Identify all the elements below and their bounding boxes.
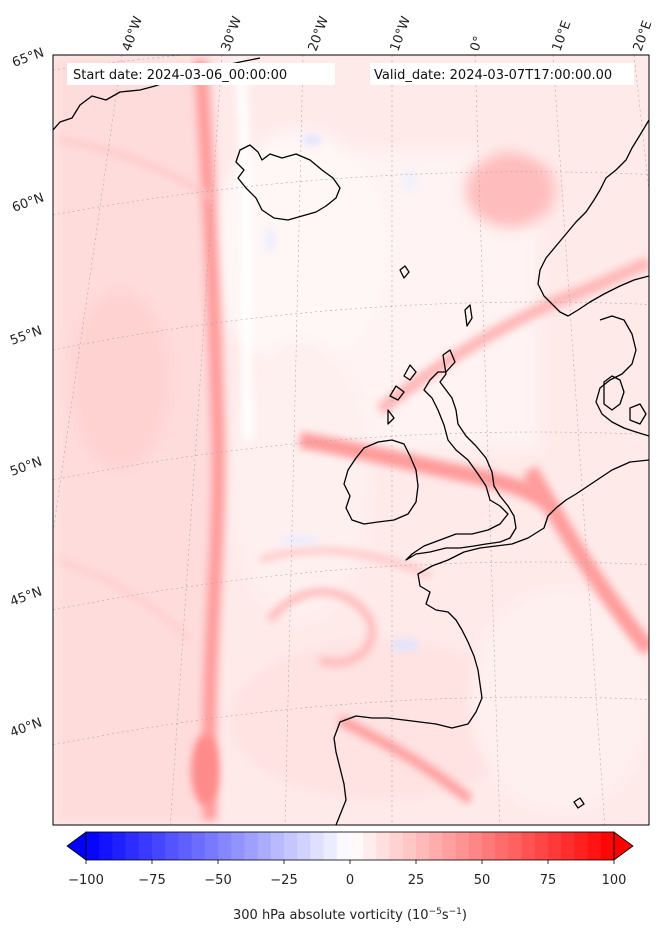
colorbar-ticks: −100 −75 −50 −25 0 25 50 75 100 xyxy=(68,860,626,888)
norway-coast xyxy=(537,119,649,317)
colorbar-tick-label: 75 xyxy=(540,873,557,888)
meridian-20w xyxy=(284,55,304,825)
colorbar-label: 300 hPa absolute vorticity (10−5s−1) xyxy=(233,907,467,923)
colorbar-swatch xyxy=(178,832,192,860)
colorbar-swatch xyxy=(455,832,470,860)
colorbar-swatch xyxy=(429,832,443,860)
colorbar-tick-label: −100 xyxy=(68,873,104,888)
colorbar-tick-label: −25 xyxy=(270,873,297,888)
colorbar-swatch xyxy=(99,832,113,860)
colorbar-tick-label: −50 xyxy=(204,873,231,888)
ireland-coast xyxy=(343,439,419,525)
colorbar-swatch xyxy=(152,832,166,860)
colorbar-extend-max-arrow xyxy=(613,831,634,861)
colorbar-tick-label: 100 xyxy=(602,873,627,888)
colorbar-swatch xyxy=(600,832,615,860)
faroe-islands xyxy=(399,265,410,279)
colorbar-swatch xyxy=(468,832,483,860)
colorbar-swatch xyxy=(257,832,272,860)
colorbar-swatch xyxy=(218,832,232,860)
sweden-coast xyxy=(595,315,649,437)
vorticity-band-west xyxy=(192,59,253,821)
colorbar-swatch xyxy=(508,832,522,860)
iceland-coast xyxy=(235,144,341,221)
colorbar-swatch xyxy=(561,832,575,860)
start-date-box xyxy=(67,63,335,85)
lon-label-10w: 10°W xyxy=(388,14,414,53)
colorbar-tick-label: 25 xyxy=(408,873,425,888)
scotland-west-isles xyxy=(387,364,417,425)
meridian-40w xyxy=(53,55,123,535)
scotland-england-coast xyxy=(405,349,517,561)
colorbar-swatch xyxy=(204,832,219,860)
colorbar-extend-min-arrow xyxy=(66,831,87,861)
latitude-labels: 65°N 60°N 55°N 50°N 45°N 40°N xyxy=(8,45,46,740)
lon-label-10e: 10°E xyxy=(550,19,575,54)
colorbar-swatch xyxy=(165,832,179,860)
coastlines xyxy=(53,57,649,825)
colorbar-swatch xyxy=(574,832,588,860)
map-frame xyxy=(52,54,650,826)
start-date-label: Start date: 2024-03-06_00:00:00 xyxy=(73,68,287,83)
colorbar-swatch xyxy=(587,832,602,860)
lat-label-45n: 45°N xyxy=(8,584,44,609)
vorticity-band-north-sea xyxy=(376,256,649,415)
colorbar-swatch xyxy=(482,832,496,860)
colorbar-swatch xyxy=(191,832,206,860)
colorbar-swatch xyxy=(231,832,245,860)
vorticity-band-uk xyxy=(298,432,649,656)
graticule xyxy=(53,55,649,825)
colorbar-swatch xyxy=(416,832,430,860)
vorticity-swirls xyxy=(59,137,474,805)
shetland-islands xyxy=(464,304,473,327)
colorbar-swatch xyxy=(376,832,390,860)
colorbar-swatches xyxy=(86,832,615,860)
colorbar-swatch xyxy=(363,832,377,860)
colorbar-swatch xyxy=(86,832,100,860)
colorbar-swatch xyxy=(495,832,509,860)
colorbar-swatch xyxy=(244,832,258,860)
europe-mainland-coast xyxy=(333,459,649,825)
mallorca-coast xyxy=(573,797,585,809)
lon-label-0: 0° xyxy=(468,34,487,53)
denmark-coast xyxy=(603,375,647,425)
lat-label-55n: 55°N xyxy=(8,323,44,348)
lon-label-20w: 20°W xyxy=(306,14,332,53)
longitude-labels: 40°W 30°W 20°W 10°W 0° 10°E 20°E xyxy=(120,14,656,53)
colorbar-swatch xyxy=(270,832,285,860)
colorbar-swatch xyxy=(297,832,311,860)
colorbar-swatch xyxy=(284,832,298,860)
negative-vorticity-patches xyxy=(265,135,419,651)
lon-label-30w: 30°W xyxy=(219,14,245,53)
colorbar-tick-label: 0 xyxy=(346,873,354,888)
lon-label-20e: 20°E xyxy=(631,19,656,54)
meridian-0 xyxy=(474,55,501,825)
lat-label-60n: 60°N xyxy=(10,190,46,215)
lat-label-40n: 40°N xyxy=(8,715,44,740)
colorbar-swatch xyxy=(138,832,153,860)
colorbar-swatch xyxy=(534,832,549,860)
valid-date-box xyxy=(370,63,634,85)
colorbar-tick-label: −75 xyxy=(138,873,165,888)
colorbar-swatch xyxy=(310,832,324,860)
colorbar-swatch xyxy=(112,832,126,860)
colorbar-swatch xyxy=(323,832,338,860)
colorbar-swatch xyxy=(402,832,417,860)
colorbar-swatch xyxy=(389,832,404,860)
map-panel: Start date: 2024-03-06_00:00:00 Valid_da… xyxy=(52,54,650,826)
colorbar-swatch xyxy=(521,832,536,860)
colorbar-swatch xyxy=(125,832,140,860)
colorbar-swatch xyxy=(350,832,364,860)
valid-date-label: Valid_date: 2024-03-07T17:00:00.00 xyxy=(374,68,612,83)
lat-label-50n: 50°N xyxy=(8,454,44,479)
lon-label-40w: 40°W xyxy=(120,14,146,53)
vorticity-field xyxy=(53,55,649,825)
lat-label-65n: 65°N xyxy=(10,45,46,70)
colorbar-swatch xyxy=(442,832,456,860)
colorbar-swatch xyxy=(548,832,562,860)
colorbar: −100 −75 −50 −25 0 25 50 75 100 300 hPa absolute… xyxy=(66,831,634,923)
colorbar-tick-label: 50 xyxy=(474,873,491,888)
colorbar-swatch xyxy=(336,832,351,860)
